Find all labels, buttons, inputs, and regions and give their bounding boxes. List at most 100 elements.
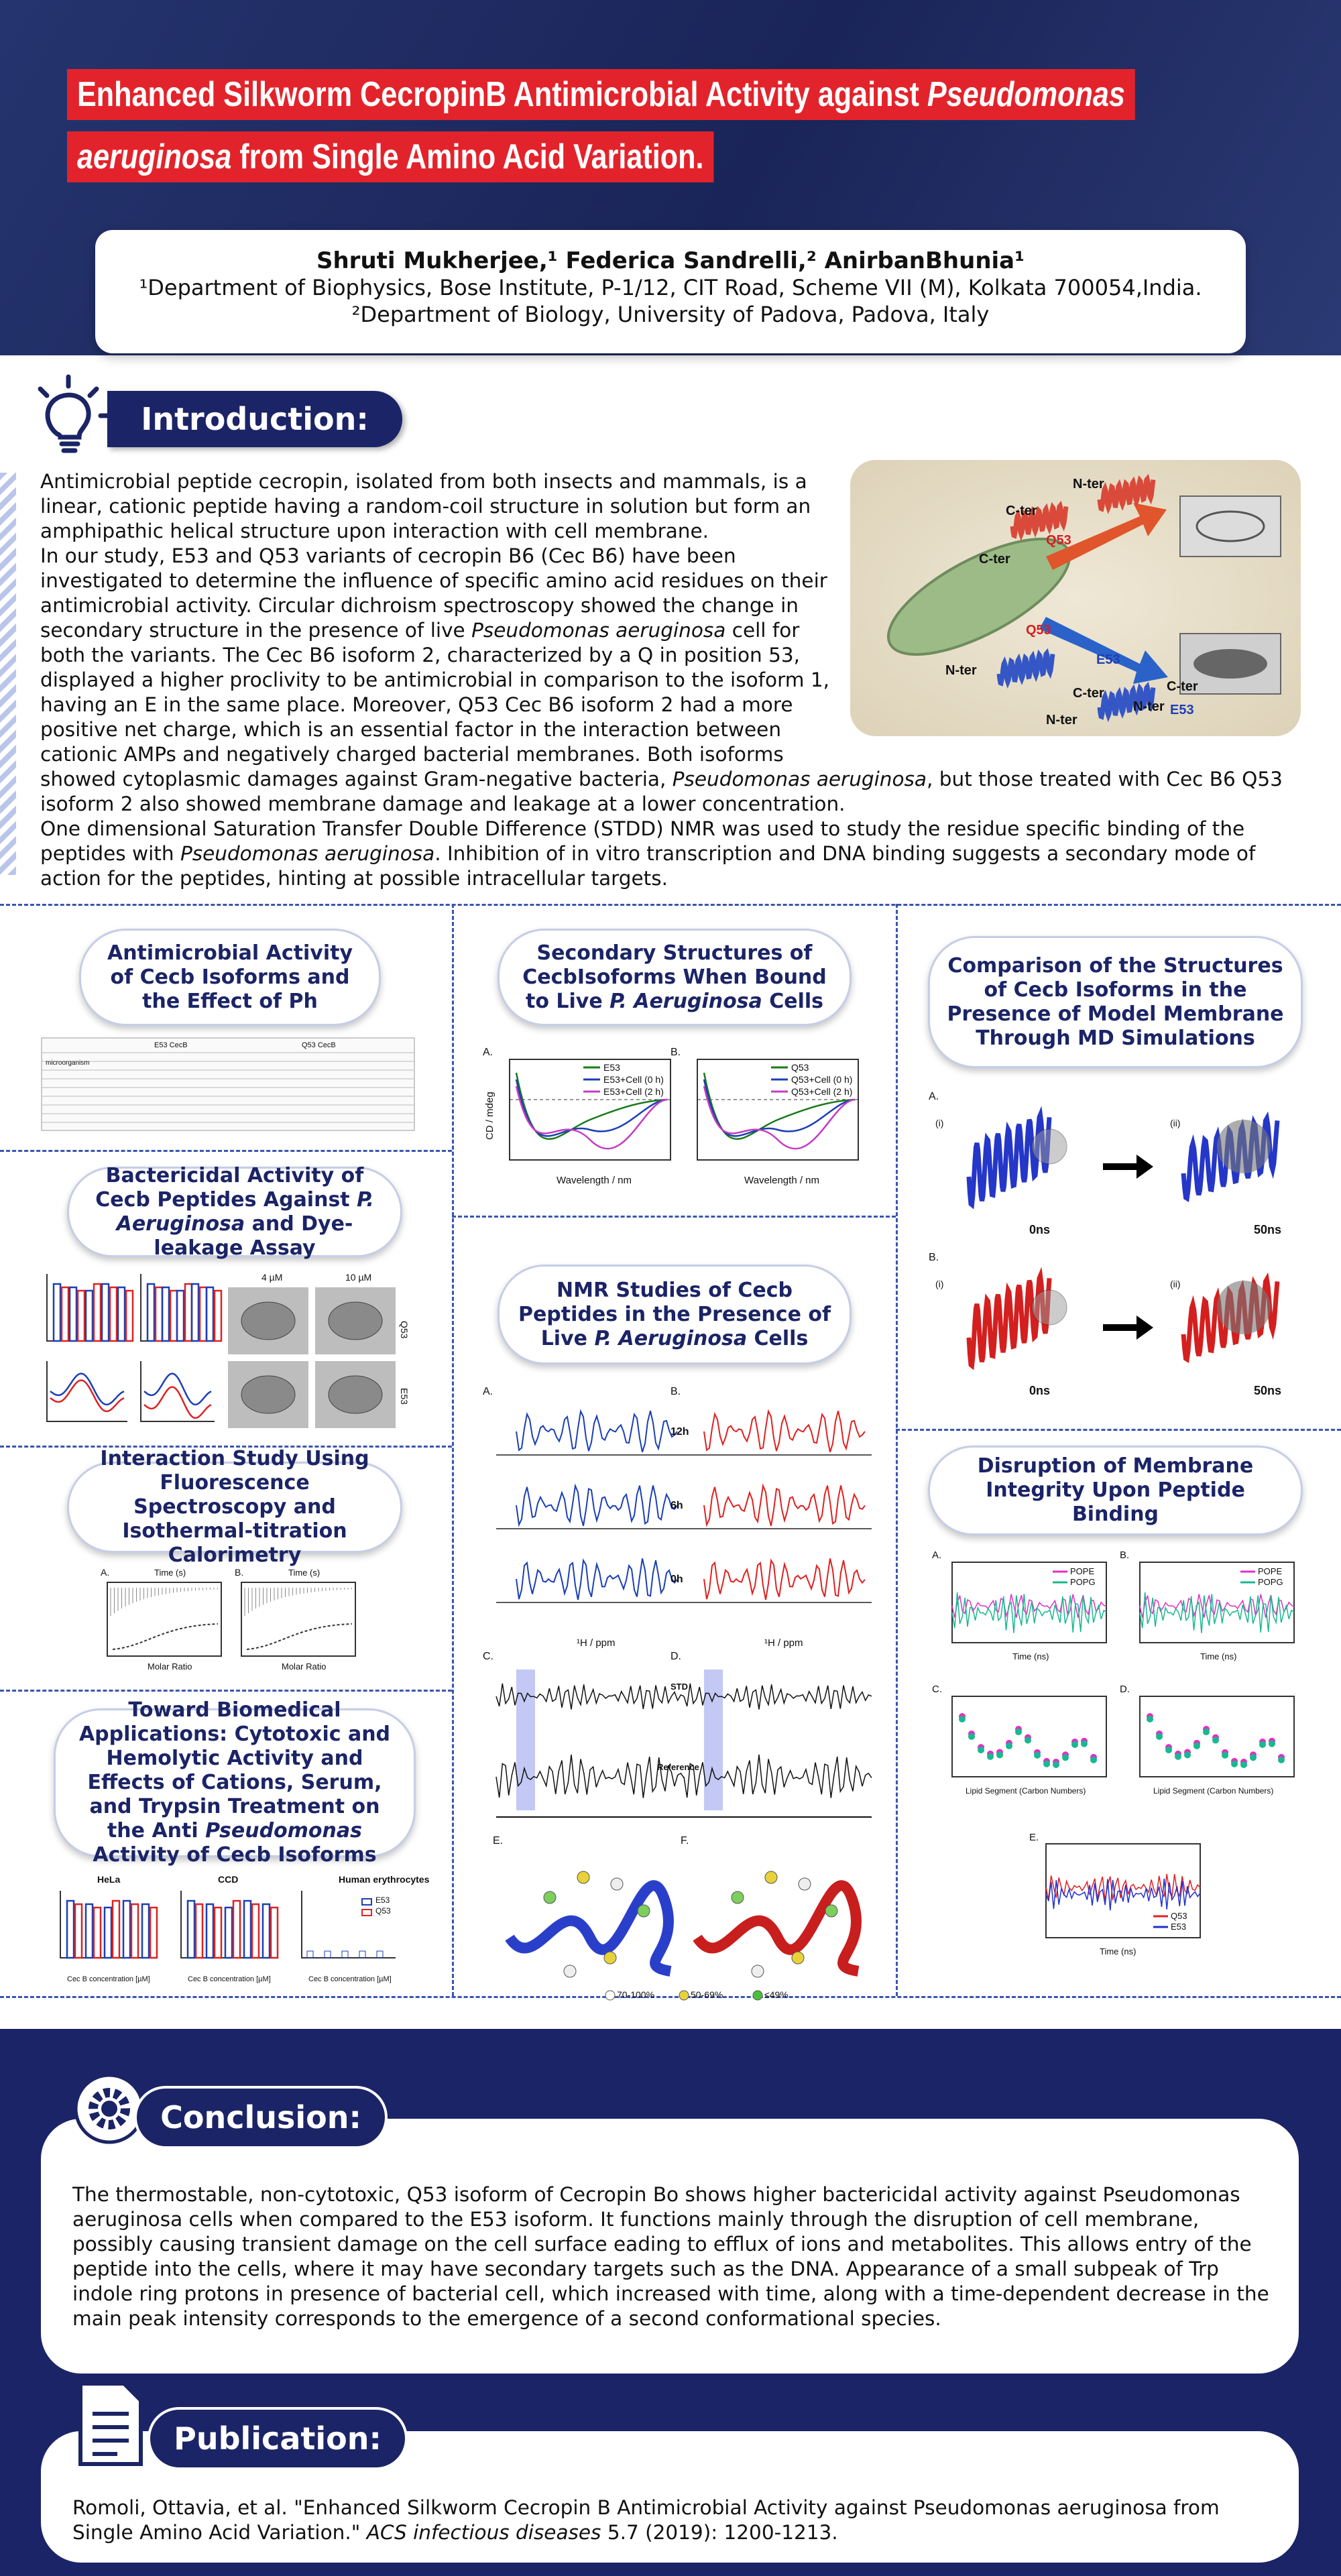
figure-label: A.: [932, 1549, 941, 1561]
plot-box: [509, 1059, 671, 1161]
figure-label: Q53: [1026, 623, 1051, 638]
paragraph: Antimicrobial peptide cecropin, isolated…: [40, 469, 1301, 544]
divider: [0, 904, 1341, 906]
figure-label: 50ns: [1254, 1223, 1281, 1236]
text-run: Comparison of the Structures of Cecb Iso…: [947, 953, 1284, 1050]
point: [1025, 1737, 1031, 1744]
heading-text: Antimicrobial Activity of Cecb Isoforms …: [97, 941, 363, 1014]
figure-label: Q53: [375, 1906, 391, 1916]
figure-label: (ii): [1170, 1279, 1181, 1289]
figure-label: C-ter: [1006, 504, 1037, 518]
italic-run: Pseudomonas aeruginosa: [471, 619, 726, 642]
bar-shape: [198, 1286, 208, 1342]
bar-shape: [141, 1903, 150, 1959]
fit: [246, 1623, 353, 1650]
bar-shape: [176, 1289, 185, 1342]
helix: [1097, 473, 1156, 514]
text-run: from Single Amino Acid Variation.: [231, 137, 704, 176]
publication-text: Romoli, Ottavia, et al. "Enhanced Silkwo…: [72, 2496, 1279, 2545]
figure-label: E.: [1029, 1832, 1039, 1843]
figure-label: E53 CecB: [154, 1041, 188, 1049]
point: [1259, 1741, 1266, 1748]
divider: [896, 904, 898, 1996]
bar-shape: [232, 1899, 241, 1959]
residue: [563, 1965, 577, 1978]
text-run: Activity of Cecb Isoforms: [93, 1843, 377, 1867]
figure-label: POPE: [1258, 1566, 1282, 1576]
figure-label: N-ter: [1133, 699, 1165, 714]
helix: [966, 1267, 1052, 1370]
figure-label: HeLa: [97, 1874, 120, 1885]
residue: [610, 1877, 624, 1891]
point: [1193, 1742, 1200, 1749]
divider: [0, 1996, 1341, 1998]
figure-label: A.: [101, 1567, 109, 1578]
plot-box: [951, 1562, 1107, 1643]
plot-box: [697, 1059, 859, 1161]
point: [1212, 1737, 1219, 1744]
paragraph: In our study, E53 and Q53 variants of ce…: [40, 544, 1301, 817]
point: [1156, 1733, 1163, 1740]
bar-shape: [194, 1903, 204, 1959]
figure-label: E53: [399, 1388, 410, 1405]
bar-shape: [205, 1903, 215, 1959]
bar-shape: [341, 1950, 349, 1958]
trace: [50, 1372, 125, 1406]
figure-label: 0ns: [1029, 1223, 1050, 1236]
cd-trace: [703, 1086, 856, 1150]
micrograph: [1179, 495, 1281, 557]
text-run: Bactericidal Activity of Cecb Peptides A…: [95, 1163, 364, 1212]
figure-label: C.: [932, 1684, 942, 1695]
conclusion-text: The thermostable, non-cytotoxic, Q53 iso…: [72, 2183, 1269, 2330]
figure-label: 10 µM: [345, 1272, 371, 1283]
point: [1165, 1747, 1172, 1754]
panel-heading: Comparison of the Structures of Cecb Iso…: [928, 936, 1303, 1068]
figure-label: ≤49%: [764, 1989, 789, 2000]
bar-shape: [93, 1283, 102, 1342]
point: [1240, 1761, 1247, 1768]
legend-dot: [752, 1990, 763, 2001]
figure-label: Q53 CecB: [302, 1041, 336, 1049]
figure-label: N-ter: [1073, 477, 1104, 491]
divider: [0, 1690, 452, 1692]
italic-run: Pseudomonas aeruginosa: [180, 842, 435, 865]
figure-label: Lipid Segment (Carbon Numbers): [1153, 1786, 1273, 1796]
membrane-region: [1031, 1289, 1067, 1326]
text-run: Cells: [762, 989, 824, 1013]
bar-shape: [117, 1286, 126, 1342]
helix: [1097, 681, 1156, 722]
figure-label: E53: [1170, 703, 1194, 717]
figure-label: Molar Ratio: [148, 1661, 192, 1672]
point: [1015, 1729, 1022, 1736]
trace: [516, 1409, 678, 1453]
point: [1184, 1751, 1191, 1759]
trace: [951, 1592, 1107, 1633]
italic-run: Pseudomonas aeruginosa: [672, 768, 927, 791]
bar-shape: [122, 1899, 131, 1959]
plot-box: [951, 1696, 1107, 1777]
bar-shape: [111, 1899, 121, 1959]
trace: [143, 1372, 212, 1406]
plot-box: [1139, 1562, 1295, 1643]
text-run: One dimensional Saturation Transfer Doub…: [40, 817, 1245, 865]
arrow: [1103, 1315, 1153, 1340]
text-run: Antimicrobial Activity of Cecb Isoforms …: [107, 941, 353, 1013]
figure-label: STD: [670, 1682, 688, 1692]
cd-trace: [515, 1086, 668, 1150]
trace: [1139, 1592, 1295, 1633]
figure-label: Q53+Cell (2 h): [791, 1086, 852, 1097]
trace: [1139, 1594, 1295, 1619]
figure-label: E53+Cell (0 h): [603, 1074, 664, 1085]
bar-shape: [154, 1286, 164, 1342]
figure-label: CD / mdeg: [484, 1092, 495, 1140]
figure-label: B.: [1120, 1549, 1129, 1561]
authors: Shruti Mukherjee,¹ Federica Sandrelli,² …: [316, 247, 1025, 274]
ribbon: [505, 1880, 674, 1977]
figure-label: Q53+Cell (0 h): [791, 1074, 852, 1085]
cell: [328, 1301, 383, 1340]
figure-label: C-ter: [979, 552, 1010, 567]
bar-shape: [376, 1950, 384, 1958]
italic-run: ACS infectious diseases: [366, 2521, 601, 2544]
bar-shape: [169, 1289, 178, 1342]
figure-label: Reference: [657, 1762, 699, 1772]
